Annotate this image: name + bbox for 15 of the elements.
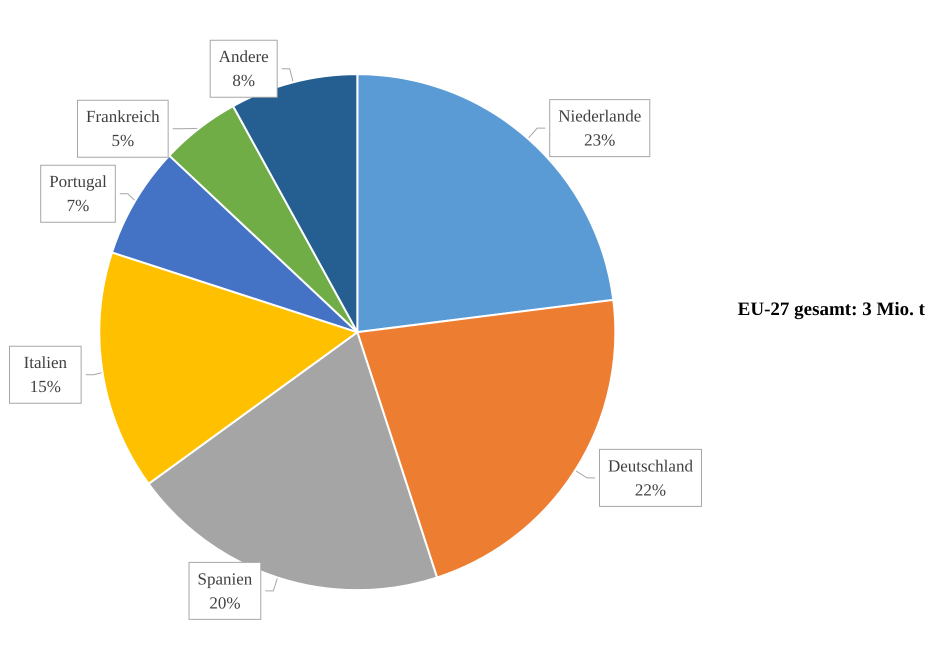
slice-label: Italien: [24, 353, 68, 372]
data-label: 15%: [30, 377, 61, 396]
data-label: 22%: [634, 480, 666, 500]
slice-label: Portugal: [49, 172, 108, 192]
text: EU-27 gesamt: 3 Mio. t: [738, 299, 926, 320]
slice-label: Frankreich: [86, 107, 160, 126]
data-label: 20%: [209, 593, 240, 612]
slice-label: Spanien: [198, 569, 253, 588]
slice-label: Niederlande: [558, 106, 642, 126]
slice-label: Deutschland: [608, 456, 694, 476]
data-label: 7%: [66, 196, 90, 216]
data-label: 8%: [232, 71, 256, 90]
data-label: 23%: [584, 130, 616, 150]
slice-label: Andere: [218, 47, 269, 66]
data-label: 5%: [112, 131, 134, 150]
